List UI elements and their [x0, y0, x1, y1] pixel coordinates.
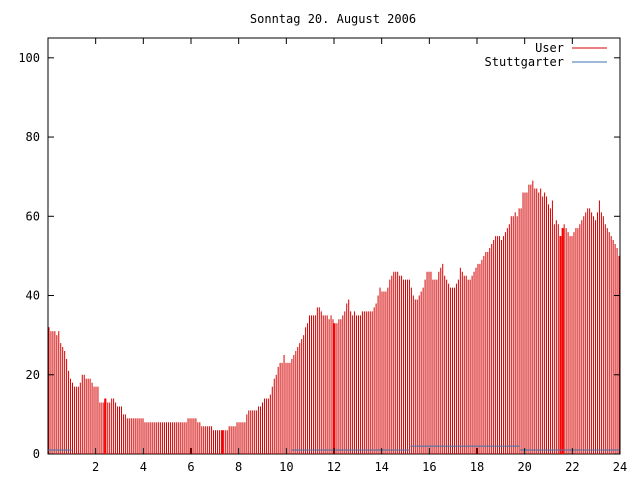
legend-label-stuttgarter: Stuttgarter [485, 55, 564, 69]
x-tick-label: 6 [187, 460, 194, 474]
x-tick-label: 24 [613, 460, 627, 474]
x-tick-label: 10 [279, 460, 293, 474]
y-axis: 0 20 40 60 80 100 [18, 51, 620, 461]
y-tick-label: 80 [26, 130, 40, 144]
y-tick-label: 100 [18, 51, 40, 65]
x-tick-label: 2 [92, 460, 99, 474]
user-series-thick-lines [104, 228, 564, 454]
x-tick-label: 14 [374, 460, 388, 474]
x-axis: 2 4 6 8 10 12 14 16 18 20 22 24 [92, 38, 627, 474]
x-tick-label: 4 [140, 460, 147, 474]
user-series-impulses [48, 180, 620, 454]
y-tick-label: 20 [26, 368, 40, 382]
stuttgarter-series-line [48, 445, 620, 451]
x-tick-label: 12 [327, 460, 341, 474]
chart-title: Sonntag 20. August 2006 [250, 12, 416, 26]
legend: User Stuttgarter [485, 41, 607, 69]
x-tick-label: 16 [422, 460, 436, 474]
x-tick-label: 22 [565, 460, 579, 474]
x-tick-label: 20 [517, 460, 531, 474]
y-tick-label: 0 [33, 447, 40, 461]
x-tick-label: 8 [235, 460, 242, 474]
x-tick-label: 18 [470, 460, 484, 474]
y-tick-label: 60 [26, 209, 40, 223]
y-tick-label: 40 [26, 289, 40, 303]
legend-label-user: User [535, 41, 564, 55]
